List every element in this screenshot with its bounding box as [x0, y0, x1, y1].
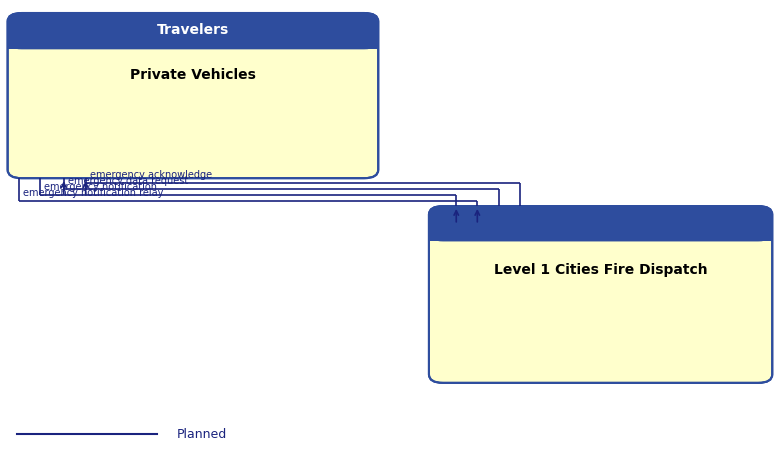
- FancyBboxPatch shape: [8, 13, 378, 49]
- Text: emergency notification relay: emergency notification relay: [23, 188, 164, 198]
- Text: emergency acknowledge: emergency acknowledge: [89, 170, 211, 180]
- Text: Planned: Planned: [177, 428, 227, 440]
- FancyBboxPatch shape: [8, 13, 378, 178]
- Text: emergency data request: emergency data request: [67, 176, 188, 185]
- FancyBboxPatch shape: [429, 206, 772, 241]
- Text: Level 1 Cities Fire Dispatch: Level 1 Cities Fire Dispatch: [494, 263, 707, 277]
- Text: Travelers: Travelers: [157, 23, 229, 37]
- Text: Private Vehicles: Private Vehicles: [130, 68, 256, 82]
- Text: emergency notification: emergency notification: [45, 182, 157, 192]
- FancyBboxPatch shape: [429, 206, 772, 383]
- Bar: [8, 29, 378, 49]
- Bar: [429, 222, 772, 241]
